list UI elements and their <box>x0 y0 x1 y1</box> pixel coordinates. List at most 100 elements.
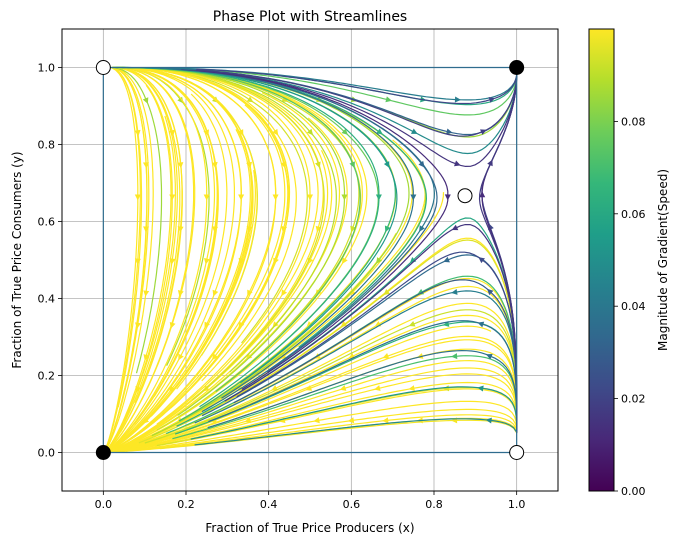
streamline <box>105 67 154 450</box>
streamline-arrow <box>244 417 252 424</box>
streamline-arrow <box>203 129 209 137</box>
y-tick-label: 0.2 <box>38 370 56 383</box>
streamline-arrow <box>169 194 176 201</box>
streamline-arrow <box>177 96 184 104</box>
colorbar-ticks: 0.00 0.02 0.04 0.06 0.08 <box>614 115 646 498</box>
streamline <box>190 386 518 440</box>
x-tick-label: 0.6 <box>343 498 361 511</box>
streamline-arrow <box>408 320 416 327</box>
streamline-arrow <box>238 194 245 201</box>
streamline <box>208 320 518 432</box>
streamline <box>194 418 517 446</box>
streamline-arrow <box>451 288 458 295</box>
streamline-arrow <box>443 256 450 263</box>
streamline-arrow <box>245 353 253 360</box>
streamline-arrow <box>451 353 458 360</box>
streamline-arrow <box>349 161 355 169</box>
x-axis-label: Fraction of True Price Producers (x) <box>205 521 414 535</box>
streamline-arrow <box>383 288 390 296</box>
streamline-arrow <box>177 290 184 297</box>
colorbar-tick-label: 0.00 <box>621 485 646 498</box>
streamline-arrow <box>342 257 348 265</box>
streamline-arrow <box>488 97 496 103</box>
streamline <box>106 325 492 453</box>
streamlines <box>102 66 518 454</box>
streamline-arrow <box>485 417 492 424</box>
streamline <box>109 69 329 452</box>
streamline-arrow <box>212 353 219 360</box>
plot-frame <box>61 28 559 492</box>
streamline <box>104 93 228 453</box>
streamline <box>105 117 348 453</box>
streamline <box>114 66 297 382</box>
streamline-arrow <box>383 161 390 168</box>
streamline <box>112 66 210 366</box>
streamline <box>104 373 518 454</box>
chart-title: Phase Plot with Streamlines <box>213 9 407 25</box>
streamline-arrow <box>480 129 487 135</box>
streamline <box>103 67 139 453</box>
streamline <box>113 67 163 374</box>
equilibrium-points <box>95 60 525 460</box>
streamline <box>111 66 361 392</box>
streamline <box>105 67 178 453</box>
streamline-arrow <box>169 258 176 265</box>
streamline-arrow <box>486 288 494 296</box>
streamline <box>113 67 143 408</box>
streamline <box>106 359 518 453</box>
streamline-arrow <box>178 353 184 361</box>
streamline-arrow <box>203 194 210 201</box>
streamline <box>111 66 325 401</box>
streamline-arrow <box>382 417 389 424</box>
streamline <box>107 408 518 453</box>
streamline-arrow <box>247 289 253 297</box>
streamline-arrow <box>212 289 219 297</box>
streamline-arrow <box>347 417 355 424</box>
streamline-arrow <box>142 97 149 104</box>
streamline <box>105 84 172 451</box>
streamline <box>112 66 181 404</box>
streamline <box>115 66 337 373</box>
colorbar-tick-label: 0.08 <box>621 115 646 128</box>
y-tick-label: 0.4 <box>38 293 56 306</box>
x-tick-label: 0.2 <box>177 498 195 511</box>
streamline-arrow <box>280 161 287 169</box>
streamline <box>113 66 258 390</box>
unstable-equilibrium-marker <box>95 60 111 75</box>
streamline-arrow <box>143 290 150 297</box>
streamline-arrow <box>419 225 425 232</box>
streamline-arrow <box>376 128 383 135</box>
streamline-arrow <box>341 194 348 201</box>
x-tick-label: 0.0 <box>95 498 113 511</box>
colorbar-tick-label: 0.06 <box>621 208 646 221</box>
streamline <box>112 66 308 344</box>
streamline-arrow <box>313 417 320 424</box>
streamline-arrow <box>453 160 461 167</box>
y-tick-label: 1.0 <box>38 62 56 75</box>
streamline-arrow <box>350 225 356 233</box>
x-tick-label: 0.4 <box>260 498 278 511</box>
streamline-arrow <box>142 162 149 169</box>
x-tick-label: 0.8 <box>425 498 443 511</box>
streamline-arrow <box>382 353 390 359</box>
streamline-arrow <box>418 160 425 168</box>
streamline-arrow <box>376 257 383 264</box>
colorbar-gradient <box>588 28 615 492</box>
x-tick-label: 1.0 <box>508 498 526 511</box>
streamline-arrow <box>487 159 493 167</box>
streamline <box>114 66 219 397</box>
streamline <box>108 335 518 453</box>
streamline-arrow <box>341 128 348 135</box>
streamline <box>113 66 254 417</box>
streamline-arrow <box>409 256 417 264</box>
streamline-arrow <box>246 96 254 103</box>
streamline-arrow <box>237 129 244 136</box>
streamline <box>144 309 518 444</box>
streamline-arrow <box>384 225 391 233</box>
streamline <box>105 66 216 453</box>
streamline-arrow <box>281 289 288 297</box>
streamline <box>181 68 518 168</box>
streamline-arrow <box>374 385 381 391</box>
streamline-arrow <box>134 194 141 201</box>
